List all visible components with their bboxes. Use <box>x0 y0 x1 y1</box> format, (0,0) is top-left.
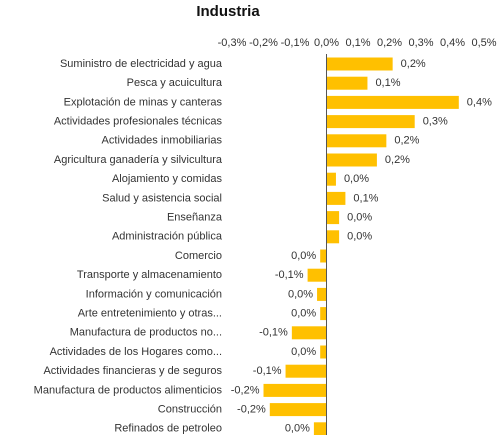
y-tick-label: Construcción <box>158 404 222 416</box>
bar <box>307 268 327 282</box>
y-tick-label: Pesca y acuicultura <box>127 77 223 89</box>
bar <box>313 422 327 435</box>
y-tick-label: Suministro de electricidad y agua <box>60 58 223 70</box>
x-tick-label: -0,1% <box>281 37 310 49</box>
value-label: 0,0% <box>285 423 310 435</box>
x-tick-label: -0,3% <box>218 37 247 49</box>
bar <box>326 172 336 186</box>
value-label: 0,0% <box>347 231 372 243</box>
x-tick-label: -0,2% <box>249 37 278 49</box>
bar <box>326 115 415 129</box>
y-tick-label: Arte entretenimiento y otras... <box>78 308 222 320</box>
bar <box>291 326 327 340</box>
y-tick-label: Alojamiento y comidas <box>112 173 223 185</box>
bar <box>326 57 393 71</box>
bar <box>320 345 327 359</box>
x-tick-label: 0,1% <box>345 37 370 49</box>
value-label: 0,1% <box>353 192 378 204</box>
bar <box>326 211 340 225</box>
value-label: 0,1% <box>375 77 400 89</box>
bar <box>320 307 327 321</box>
value-label: 0,2% <box>401 58 426 70</box>
y-tick-label: Comercio <box>175 250 222 262</box>
value-label: 0,4% <box>467 96 492 108</box>
y-tick-label: Transporte y almacenamiento <box>77 269 222 281</box>
value-label: -0,1% <box>259 327 288 339</box>
y-tick-label: Explotación de minas y canteras <box>64 96 223 108</box>
y-tick-label: Enseñanza <box>167 212 223 224</box>
y-tick-label: Actividades profesionales técnicas <box>54 116 223 128</box>
y-tick-label: Actividades inmobiliarias <box>102 135 223 147</box>
bar <box>285 364 327 378</box>
y-tick-label: Administración pública <box>112 231 223 243</box>
value-label: 0,3% <box>423 116 448 128</box>
x-tick-label: 0,5% <box>471 37 496 49</box>
y-tick-label: Actividades de los Hogares como... <box>50 346 222 358</box>
y-tick-label: Información y comunicación <box>86 288 222 300</box>
value-label: 0,0% <box>344 173 369 185</box>
bar <box>326 76 368 90</box>
x-tick-label: 0,3% <box>408 37 433 49</box>
bar <box>317 287 327 301</box>
x-tick-label: 0,2% <box>377 37 402 49</box>
bar <box>326 95 459 109</box>
bar <box>326 191 346 205</box>
bar <box>263 383 327 397</box>
value-label: 0,0% <box>291 346 316 358</box>
bar <box>269 403 327 417</box>
value-label: -0,1% <box>275 269 304 281</box>
x-tick-label: 0,4% <box>440 37 465 49</box>
value-label: -0,1% <box>253 365 282 377</box>
bar <box>326 134 387 148</box>
y-tick-label: Manufactura de productos no... <box>70 327 222 339</box>
chart-title: Industria <box>196 3 260 20</box>
value-label: 0,2% <box>385 154 410 166</box>
x-tick-label: 0,0% <box>314 37 339 49</box>
bar <box>326 230 340 244</box>
value-label: 0,0% <box>288 288 313 300</box>
bar <box>326 153 377 167</box>
y-tick-label: Manufactura de productos alimenticios <box>34 384 223 396</box>
value-label: -0,2% <box>237 404 266 416</box>
value-label: 0,2% <box>394 135 419 147</box>
bar <box>320 249 327 263</box>
y-tick-label: Actividades financieras y de seguros <box>43 365 222 377</box>
value-label: -0,2% <box>231 384 260 396</box>
y-tick-label: Refinados de petroleo <box>114 423 222 435</box>
y-tick-label: Salud y asistencia social <box>102 192 222 204</box>
value-label: 0,0% <box>291 308 316 320</box>
value-label: 0,0% <box>347 212 372 224</box>
y-tick-label: Agricultura ganadería y silvicultura <box>54 154 223 166</box>
value-label: 0,0% <box>291 250 316 262</box>
